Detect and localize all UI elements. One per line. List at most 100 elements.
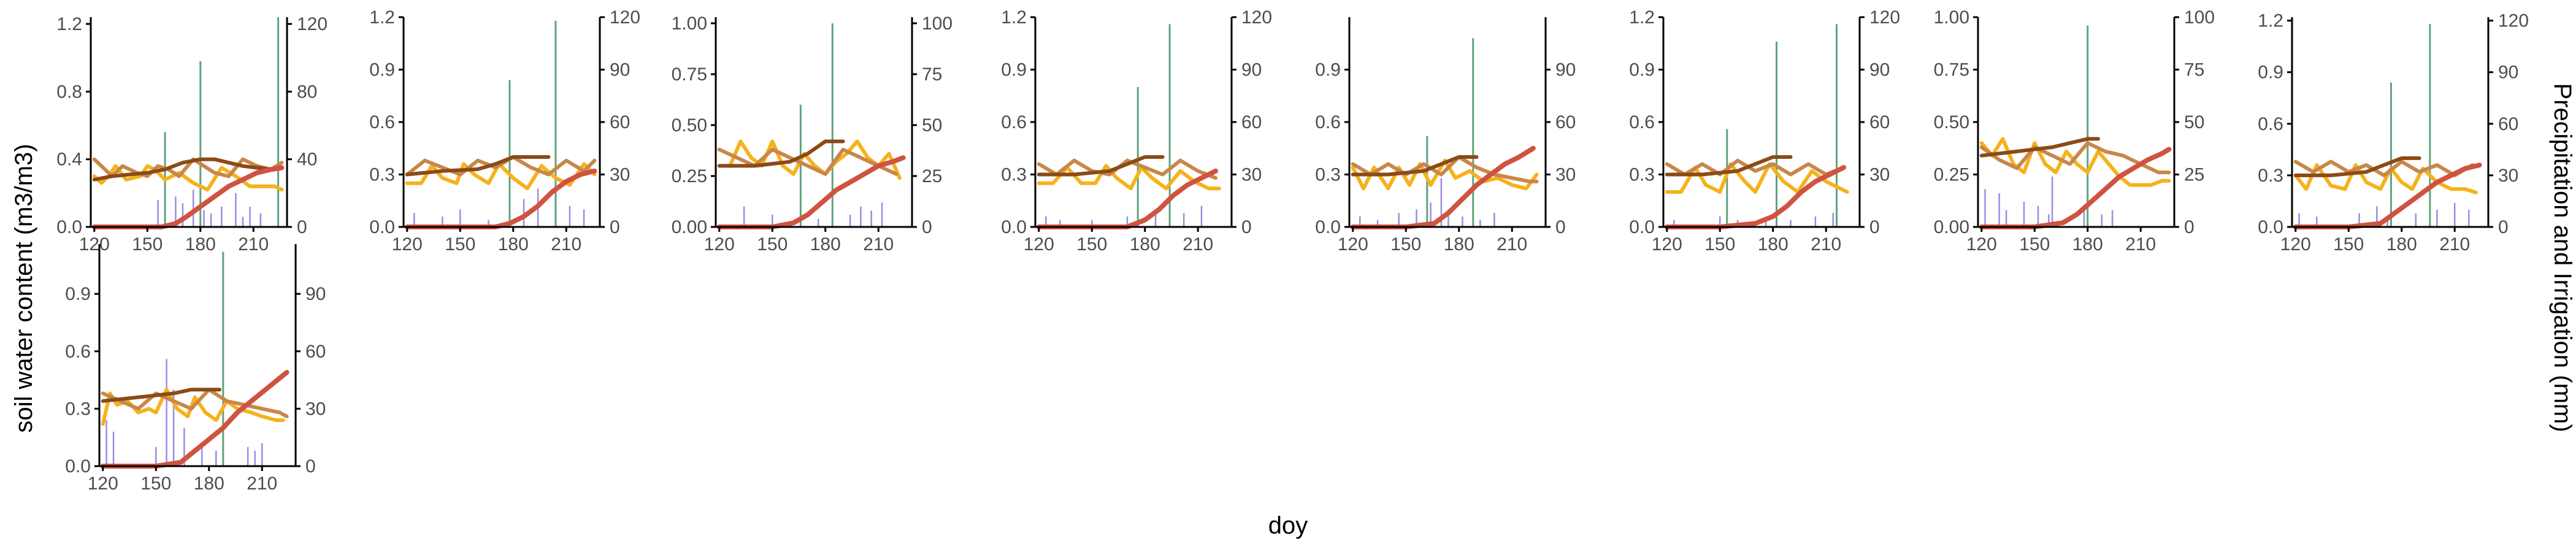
y2-tick-label: 0 — [2498, 217, 2509, 237]
panel-8: 0.0 0.3 0.6 0.9 1.2 0 30 60 90 120 120 150 180 210 — [2258, 11, 2529, 255]
swc_b-line — [1351, 155, 1539, 183]
x-tick-label: 210 — [551, 234, 581, 255]
y-tick-label: 0.9 — [1629, 60, 1655, 80]
y-tick-label: 0.3 — [65, 399, 91, 419]
y2-tick-label: 25 — [922, 166, 942, 186]
y-tick-label: 0.6 — [1629, 112, 1655, 132]
swc_c-line — [1665, 155, 1793, 177]
y-tick-label: 0.6 — [65, 342, 91, 362]
y-tick-label: 0.9 — [1001, 60, 1027, 80]
x-tick-label: 180 — [194, 473, 224, 494]
crop-line — [2293, 163, 2482, 229]
y-tick-label: 0.3 — [1629, 165, 1655, 185]
y2-tick-label: 50 — [2184, 112, 2204, 132]
panel-1: 0.0 0.4 0.8 1.2 0 40 80 120 120 150 180 210 — [56, 14, 328, 255]
x-tick-label: 120 — [2280, 234, 2311, 255]
y2-tick-label: 40 — [297, 150, 317, 170]
x-tick-label: 180 — [1130, 234, 1160, 255]
swc_b-line — [101, 388, 289, 418]
crop-line — [1979, 147, 2172, 229]
x-tick-label: 180 — [2386, 234, 2417, 255]
panel-4: 0.0 0.3 0.6 0.9 1.2 0 30 60 90 120 120 150 180 210 — [1001, 7, 1272, 255]
y-tick-label: 0.3 — [369, 165, 395, 185]
y-tick-label: 0.00 — [672, 217, 707, 237]
swc_a-line — [717, 139, 902, 180]
y2-tick-label: 30 — [610, 165, 630, 185]
y2-tick-label: 90 — [1555, 60, 1576, 80]
y-tick-label: 0.6 — [1315, 112, 1341, 132]
crop-line — [716, 155, 906, 229]
y2-tick-label: 60 — [1869, 112, 1890, 132]
swc_c-line — [2293, 156, 2421, 177]
y-tick-label: 0.9 — [369, 60, 395, 80]
x-tick-label: 210 — [863, 234, 894, 255]
swc_c-line — [1351, 155, 1479, 177]
y-tick-label: 0.9 — [1315, 60, 1341, 80]
y2-tick-label: 0 — [922, 217, 932, 237]
y2-tick-label: 0 — [610, 217, 620, 237]
y-tick-label: 1.2 — [1629, 7, 1655, 28]
y-tick-label: 0.6 — [369, 112, 395, 132]
crop-line — [404, 168, 597, 229]
swc_b-line — [1979, 141, 2171, 175]
y2-tick-label: 30 — [1241, 165, 1262, 185]
x-tick-label: 210 — [1811, 234, 1841, 255]
crop-line — [100, 370, 289, 469]
x-tick-label: 180 — [185, 234, 216, 255]
y-tick-label: 0.00 — [1934, 217, 1969, 237]
x-tick-label: 180 — [498, 234, 529, 255]
y-tick-label: 0.6 — [2258, 114, 2283, 134]
y-tick-label: 0.0 — [65, 456, 91, 477]
y2-tick-label: 120 — [2498, 11, 2529, 31]
x-tick-label: 180 — [1758, 234, 1788, 255]
y2-tick-label: 0 — [2184, 217, 2195, 237]
x-tick-label: 120 — [1024, 234, 1054, 255]
swc_b-line — [2293, 159, 2475, 177]
swc_c-line — [1979, 137, 2100, 158]
panel-2: 0.0 0.3 0.6 0.9 1.2 0 30 60 90 120 120 150 180 210 — [369, 7, 640, 255]
y2-tick-label: 120 — [610, 7, 640, 28]
swc_b-line — [1665, 158, 1846, 177]
swc_a-line — [101, 388, 285, 426]
y2-tick-label: 0 — [305, 456, 316, 477]
y2-tick-label: 30 — [2498, 166, 2518, 186]
y2-tick-label: 100 — [922, 13, 953, 34]
y-tick-label: 1.2 — [2258, 11, 2283, 31]
x-tick-label: 150 — [1390, 234, 1421, 255]
swc_c-line — [717, 139, 845, 168]
y2-tick-label: 60 — [610, 112, 630, 132]
y-tick-label: 0.75 — [672, 64, 707, 85]
y2-tick-label: 0 — [1241, 217, 1252, 237]
swc_c-line — [1037, 155, 1165, 177]
x-tick-label: 150 — [1704, 234, 1735, 255]
swc_c-line — [405, 155, 551, 177]
swc_c-line — [101, 388, 221, 403]
panel-5: 0.0 0.3 0.6 0.9 0 30 60 90 120 150 180 210 — [1315, 17, 1576, 255]
y2-tick-label: 120 — [297, 14, 328, 34]
y2-tick-label: 60 — [1241, 112, 1262, 132]
panel-3: 0.00 0.25 0.50 0.75 1.00 0 25 50 75 100 120 150 180 2… — [672, 13, 953, 255]
y-tick-label: 1.2 — [1001, 7, 1027, 28]
x-tick-label: 120 — [88, 473, 118, 494]
crop-line — [1350, 145, 1536, 229]
x-tick-label: 120 — [392, 234, 423, 255]
y-tick-label: 0.8 — [56, 82, 82, 102]
x-tick-label: 180 — [810, 234, 841, 255]
swc_b-line — [92, 157, 284, 178]
y-tick-label: 0.0 — [1315, 217, 1341, 237]
x-tick-label: 150 — [757, 234, 788, 255]
y2-tick-label: 90 — [1241, 60, 1262, 80]
y-tick-label: 0.50 — [672, 115, 707, 136]
y-tick-label: 0.0 — [1629, 217, 1655, 237]
x-tick-label: 210 — [2125, 234, 2156, 255]
y2-tick-label: 0 — [1869, 217, 1880, 237]
y-tick-label: 0.75 — [1934, 60, 1969, 80]
y-tick-label: 1.00 — [1934, 7, 1969, 28]
swc_b-line — [717, 147, 899, 176]
y-tick-label: 0.3 — [2258, 166, 2283, 186]
y2-tick-label: 30 — [1869, 165, 1890, 185]
x-tick-label: 150 — [132, 234, 163, 255]
y2-tick-label: 0 — [297, 217, 307, 237]
